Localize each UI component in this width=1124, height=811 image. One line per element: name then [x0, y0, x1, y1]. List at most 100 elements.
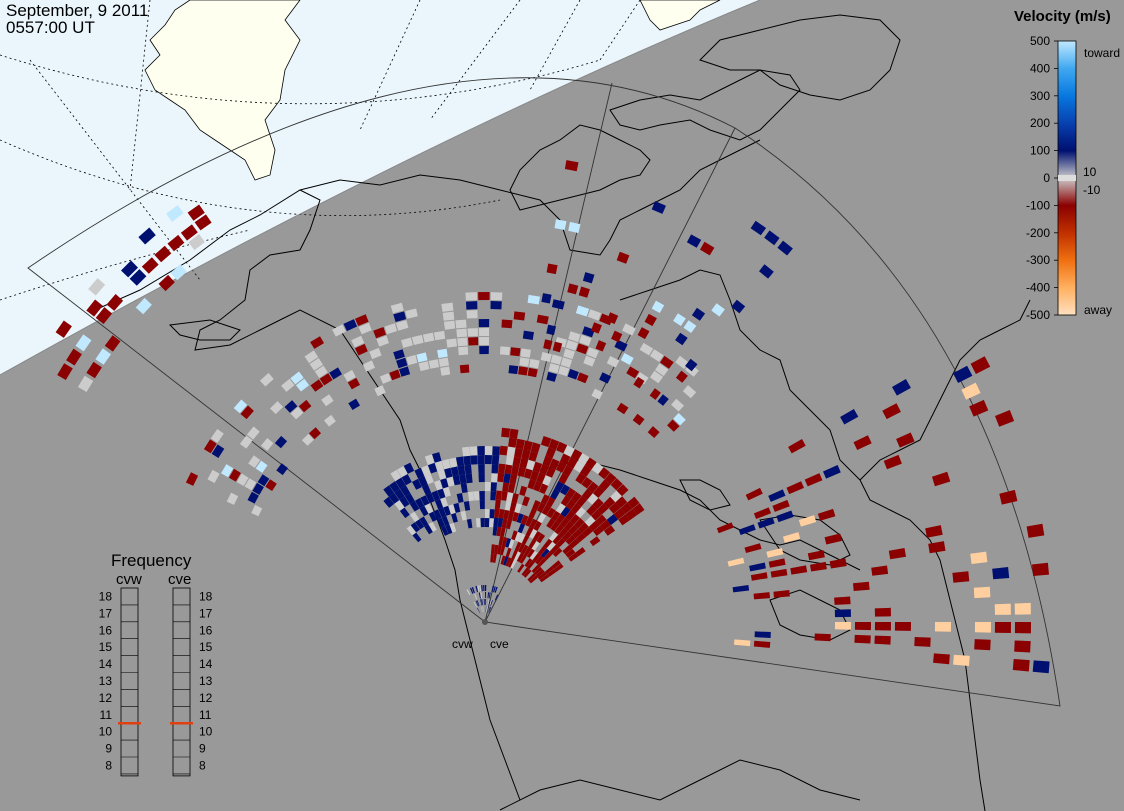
frequency-radar-label-cvw: cvw [116, 571, 142, 588]
echo-cell [485, 455, 492, 464]
echo-cell [507, 447, 516, 457]
echo-cell [464, 465, 471, 475]
echo-cell [479, 337, 489, 345]
echo-cell [1033, 660, 1050, 673]
echo-cell [479, 491, 485, 500]
echo-cell [510, 347, 520, 356]
echo-cell [509, 429, 518, 439]
frequency-tick-label: 11 [199, 708, 212, 722]
echo-cell [529, 359, 540, 369]
echo-cell [490, 509, 495, 518]
echo-cell [933, 653, 950, 664]
echo-cell [1015, 603, 1031, 615]
echo-cell [491, 301, 502, 309]
frequency-tick-label: 11 [100, 708, 113, 722]
echo-cell [479, 328, 489, 336]
velocity-tick-label: 500 [1030, 34, 1050, 48]
echo-cell [470, 455, 477, 464]
velocity-tick-label: -300 [1026, 253, 1050, 267]
echo-cell [498, 464, 505, 474]
frequency-tick-label: 15 [99, 640, 113, 654]
echo-cell [835, 609, 851, 617]
echo-cell [875, 622, 891, 631]
echo-cell [541, 293, 551, 303]
echo-cell [528, 295, 540, 305]
velocity-tick-label: 400 [1030, 61, 1050, 75]
echo-cell [476, 518, 481, 527]
echo-cell [995, 604, 1011, 615]
echo-cell [478, 292, 490, 300]
echo-cell [492, 455, 499, 464]
echo-cell [895, 622, 911, 631]
frequency-tick-label: 9 [199, 742, 206, 756]
echo-cell [485, 518, 489, 527]
echo-cell [520, 348, 531, 357]
echo-cell [502, 320, 513, 329]
frequency-tick-label: 14 [99, 657, 113, 671]
echo-cell [1015, 622, 1031, 633]
frequency-tick-label: 14 [199, 657, 213, 671]
echo-cell [479, 319, 490, 327]
velocity-tick-label: -400 [1026, 281, 1050, 295]
echo-cell [995, 622, 1011, 633]
velocity-tick-label: 100 [1030, 144, 1050, 158]
echo-cell [485, 585, 486, 591]
echo-cell [444, 321, 455, 330]
echo-cell [434, 331, 445, 340]
echo-cell [465, 292, 477, 301]
echo-cell [468, 337, 478, 345]
echo-cell [854, 635, 870, 644]
echo-cell [437, 349, 448, 358]
echo-cell [489, 518, 494, 527]
echo-cell [455, 320, 466, 329]
echo-cell [974, 587, 991, 598]
echo-cell [485, 509, 490, 518]
echo-cell [509, 365, 519, 374]
radar-site-label-cvw: cvw [452, 637, 473, 651]
frequency-tick-label: 15 [199, 640, 213, 654]
echo-cell [477, 446, 484, 455]
frequency-tick-label: 10 [199, 725, 213, 739]
echo-cell [458, 347, 468, 356]
echo-cell [547, 264, 558, 275]
echo-cell [466, 474, 473, 484]
echo-cell [519, 357, 529, 366]
echo-cell [875, 608, 891, 617]
echo-cell [443, 312, 455, 321]
frequency-tick-label: 9 [105, 742, 112, 756]
echo-cell [460, 365, 470, 374]
velocity-label-toward: toward [1084, 46, 1120, 60]
echo-cell [457, 338, 467, 347]
echo-cell [500, 346, 510, 355]
echo-cell [992, 567, 1009, 579]
echo-cell [491, 473, 498, 482]
echo-cell [439, 358, 449, 367]
velocity-tick-label: 200 [1030, 116, 1050, 130]
frequency-tick-label: 13 [199, 674, 213, 688]
echo-cell [834, 597, 851, 605]
echo-cell [491, 292, 503, 300]
echo-cell [500, 446, 508, 456]
radar-site-marker [482, 619, 488, 625]
echo-cell [935, 622, 951, 632]
echo-cell [874, 636, 890, 645]
frequency-tick-label: 8 [105, 758, 112, 772]
velocity-tick-label: 0 [1043, 171, 1050, 185]
frequency-tick-label: 12 [99, 691, 113, 705]
frequency-tick-label: 8 [199, 758, 206, 772]
echo-cell [485, 446, 492, 455]
echo-cell [953, 655, 970, 666]
velocity-scale-title: Velocity (m/s) [1014, 8, 1111, 25]
echo-cell [491, 482, 497, 491]
echo-cell [970, 552, 987, 564]
echo-cell [952, 571, 969, 583]
echo-cell [481, 518, 485, 527]
frequency-tick-label: 16 [199, 623, 213, 637]
echo-cell [463, 456, 471, 466]
frequency-tick-label: 10 [99, 725, 113, 739]
echo-cell [853, 582, 870, 591]
frequency-tick-label: 18 [199, 589, 213, 603]
echo-cell [492, 446, 500, 455]
echo-cell [470, 446, 478, 455]
